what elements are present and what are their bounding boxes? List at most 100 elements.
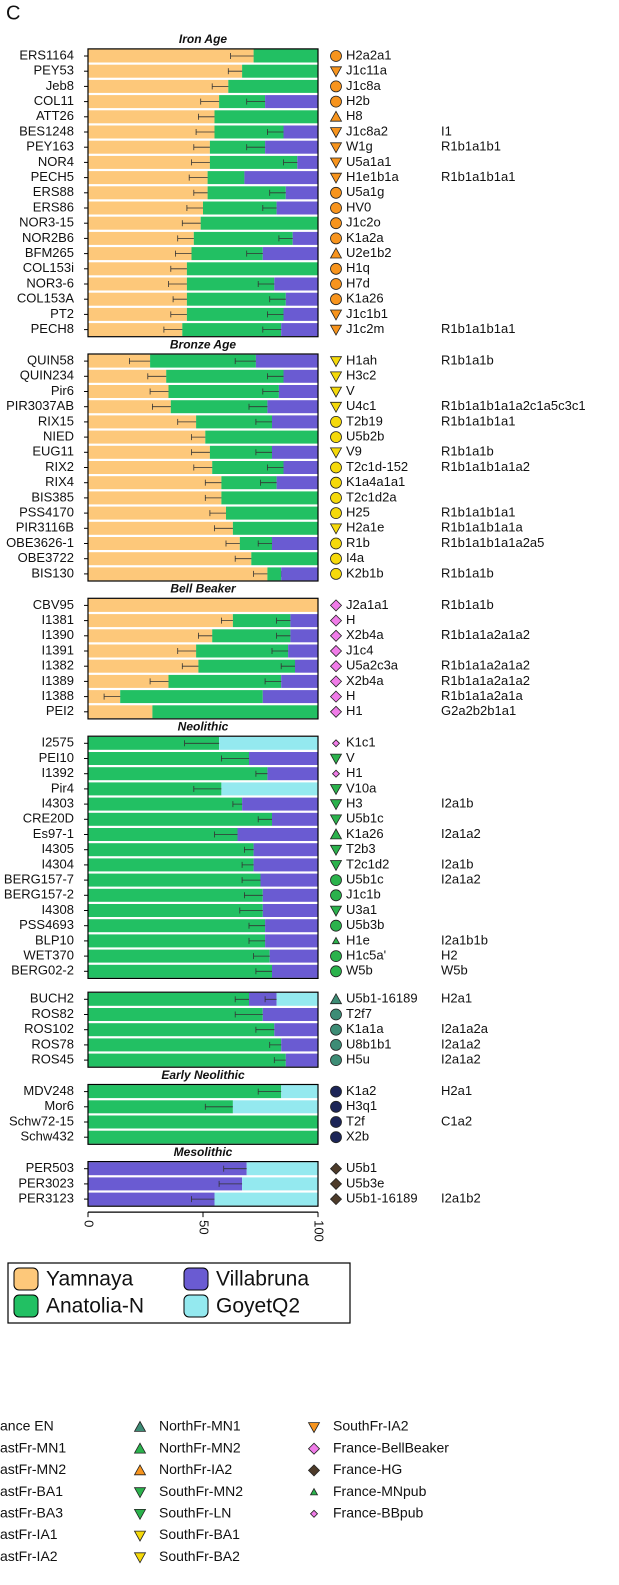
bar-segment	[214, 125, 284, 139]
legend-label: France-MNpub	[333, 1483, 427, 1499]
y-haplogroup: C1a2	[441, 1113, 472, 1128]
y-haplogroup: W5b	[441, 963, 468, 978]
mt-haplogroup: K1a4a1a1	[346, 474, 405, 489]
bar-segment	[209, 140, 266, 154]
legend-label: SouthFr-IA2	[333, 1418, 409, 1434]
y-haplogroup: R1b1a1b	[441, 597, 494, 612]
population-marker	[329, 309, 343, 321]
legend-marker	[133, 1509, 147, 1521]
y-haplogroup: R1b1a1b	[441, 444, 494, 459]
mt-haplogroup: H3c2	[346, 368, 376, 383]
bar-segment	[253, 49, 318, 63]
y-haplogroup: R1b1a1b1a1a2c1a5c3c1	[441, 398, 586, 413]
mt-haplogroup: H1	[346, 765, 363, 780]
y-haplogroup: R1b1a1b1a1a2a5	[441, 535, 544, 550]
legend-label: GoyetQ2	[216, 1295, 300, 1318]
bar-segment	[88, 323, 183, 337]
sample-label: Pir4	[51, 780, 74, 795]
legend-label: France-BBpub	[333, 1505, 423, 1521]
bar-segment	[88, 843, 254, 857]
bar-segment	[88, 919, 266, 933]
mt-haplogroup: U5b1-16189	[346, 1191, 418, 1206]
population-marker	[329, 814, 343, 826]
population-marker	[330, 568, 342, 580]
population-marker	[330, 278, 342, 290]
sample-label: PEI10	[39, 750, 74, 765]
mt-haplogroup: T2c1d-152	[346, 459, 408, 474]
bar-segment	[88, 537, 240, 550]
sample-label: PIR3116B	[16, 520, 74, 535]
mt-haplogroup: K1a26	[346, 291, 384, 306]
sample-label: COL153A	[17, 291, 74, 306]
legend-marker	[307, 1422, 321, 1434]
bar-segment	[88, 445, 210, 459]
mt-haplogroup: H7d	[346, 275, 370, 290]
population-marker	[330, 507, 342, 519]
bar-segment	[255, 354, 318, 368]
bar-segment	[272, 812, 318, 826]
sample-label: PECH5	[31, 169, 74, 184]
mt-haplogroup: X2b4a	[346, 673, 384, 688]
population-marker	[330, 1116, 342, 1128]
mt-haplogroup: HV0	[346, 199, 371, 214]
bar-segment	[242, 1177, 318, 1191]
panel-label: C	[6, 2, 20, 24]
bar-segment	[88, 231, 194, 245]
population-marker	[329, 447, 343, 459]
y-haplogroup: R1b1a1a2a1a2	[441, 658, 530, 673]
bar-segment	[88, 385, 169, 398]
sample-label: NOR2B6	[22, 230, 74, 245]
sample-label: COL153i	[23, 260, 74, 275]
legend-label: France-HG	[333, 1461, 402, 1477]
population-marker	[331, 936, 341, 945]
y-haplogroup: I2a1a2	[441, 1036, 481, 1051]
population-marker	[329, 157, 343, 169]
sample-label: I1390	[41, 627, 74, 642]
sample-label: Mor6	[44, 1098, 74, 1113]
bar-segment	[285, 186, 318, 200]
sample-label: BIS385	[31, 489, 74, 504]
y-haplogroup: H2a1	[441, 991, 472, 1006]
legend-swatch	[183, 1267, 209, 1291]
sample-label: PER3123	[18, 1191, 74, 1206]
population-marker	[330, 415, 342, 428]
bar-segment	[88, 369, 167, 383]
population-marker	[330, 262, 342, 275]
group-frame	[87, 597, 319, 720]
population-marker	[329, 247, 343, 259]
y-haplogroup: R1b1a1b1a1	[441, 169, 515, 184]
legend-label: Villabruna	[216, 1268, 309, 1291]
bar-segment	[88, 476, 222, 490]
bar-segment	[232, 521, 318, 535]
population-marker	[331, 769, 341, 778]
mt-haplogroup: K1a2a	[346, 230, 384, 245]
y-haplogroup: R1b1a1b1a1	[441, 321, 515, 336]
bar-segment	[265, 95, 318, 109]
bar-segment	[88, 644, 197, 658]
bar-segment	[88, 95, 220, 109]
y-haplogroup: R1b1a1a2a1a2	[441, 627, 530, 642]
mt-haplogroup: J1c2o	[346, 215, 381, 230]
sample-label: WET370	[23, 948, 74, 963]
bar-segment	[88, 964, 272, 978]
bar-segment	[166, 369, 284, 383]
sample-label: BUCH2	[30, 991, 74, 1006]
mt-haplogroup: V9	[346, 444, 362, 459]
bar-segment	[88, 1008, 263, 1021]
bar-segment	[276, 992, 318, 1006]
legend-marker	[307, 1442, 321, 1455]
bar-segment	[272, 445, 318, 459]
y-haplogroup: H2	[441, 948, 458, 963]
bar-segment	[232, 1100, 318, 1114]
population-marker	[330, 919, 342, 932]
mt-haplogroup: T2f7	[346, 1006, 372, 1021]
mt-haplogroup: J1c2m	[346, 321, 384, 336]
bar-segment	[246, 1162, 318, 1176]
mt-haplogroup: H	[346, 688, 355, 703]
bar-segment	[205, 430, 318, 444]
sample-label: EUG11	[32, 444, 74, 459]
bar-segment	[285, 1053, 318, 1067]
mt-haplogroup: R1b	[346, 535, 370, 550]
bar-segment	[239, 537, 272, 550]
bar-segment	[88, 277, 187, 291]
